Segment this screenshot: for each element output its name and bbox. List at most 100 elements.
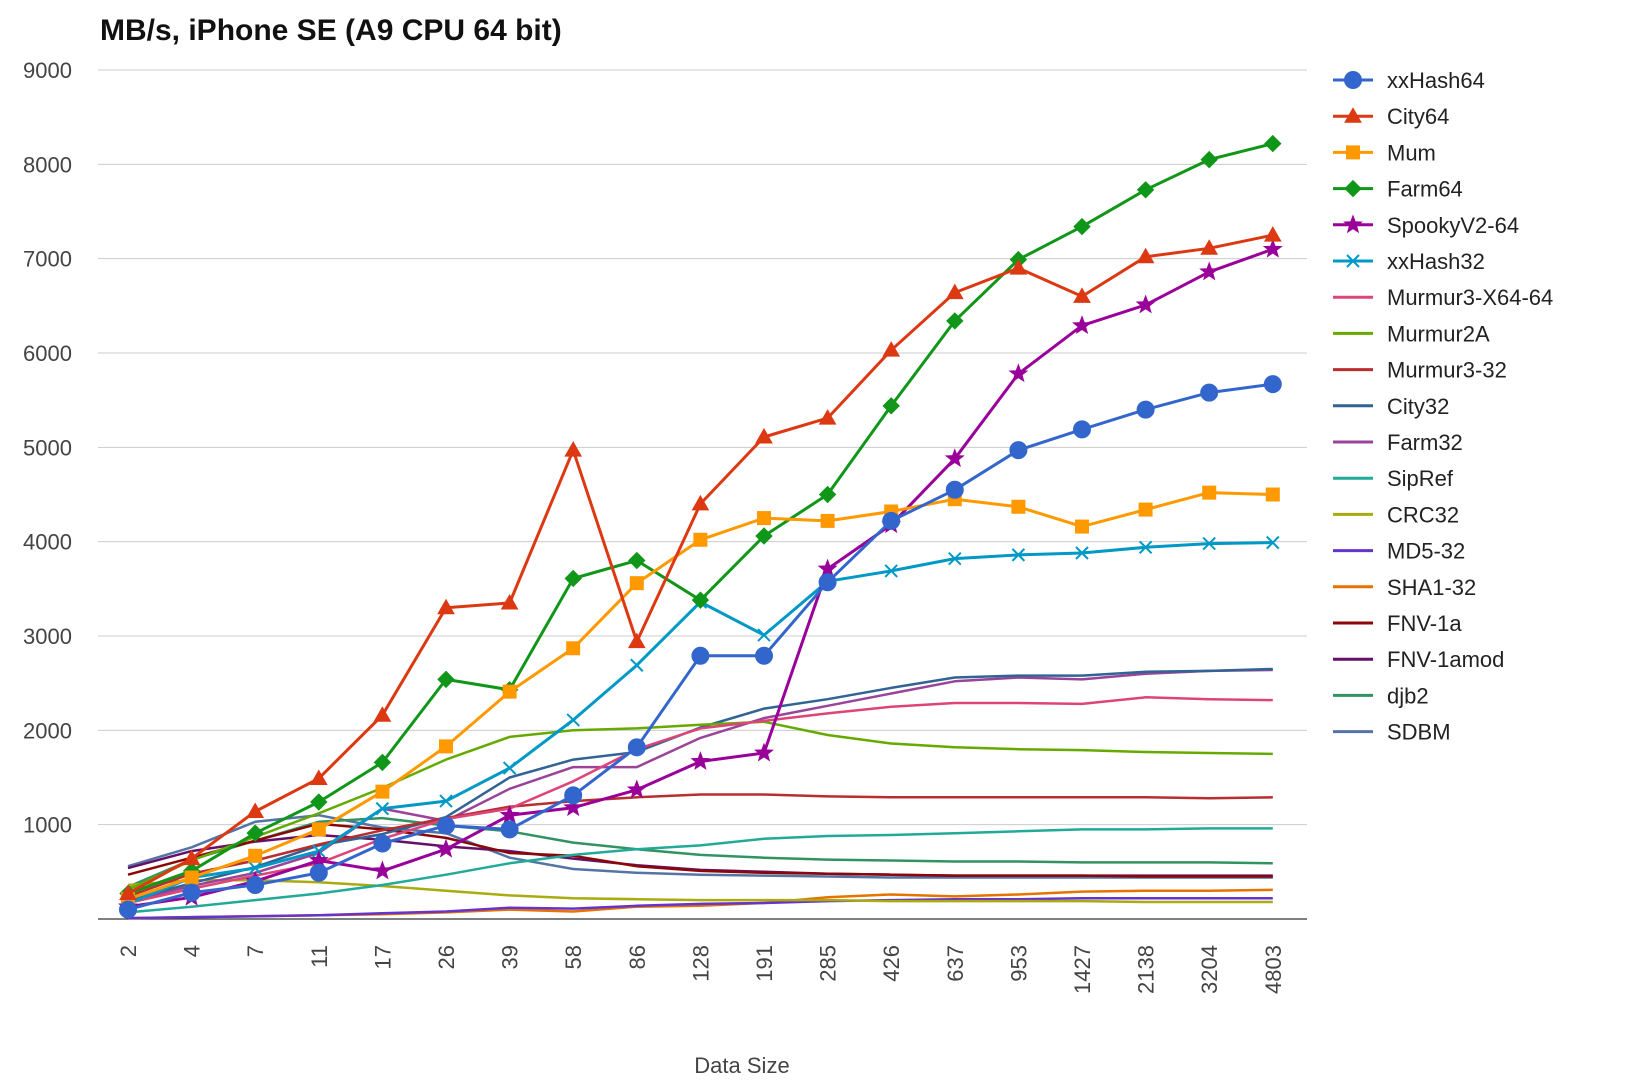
data-point-mum bbox=[1265, 487, 1280, 502]
data-point-xxhash64 bbox=[309, 863, 328, 882]
legend-label: xxHash32 bbox=[1387, 249, 1485, 274]
series-xxhash64 bbox=[119, 375, 1282, 919]
series-line-mum bbox=[127, 491, 1273, 901]
x-tick-label: 3204 bbox=[1197, 945, 1222, 994]
legend-marker bbox=[1346, 145, 1360, 160]
grid-layer bbox=[98, 69, 1307, 920]
y-tick-label: 9000 bbox=[23, 58, 72, 83]
data-point-spookyv2-64 bbox=[372, 860, 393, 880]
data-point-spookyv2-64 bbox=[1262, 238, 1283, 258]
x-axis-label: Data Size bbox=[694, 1053, 789, 1078]
data-point-mum bbox=[1075, 519, 1089, 534]
legend-item-fnv-1a: FNV-1a bbox=[1333, 611, 1462, 636]
data-point-xxhash32 bbox=[1266, 535, 1280, 550]
legend-item-city64: City64 bbox=[1333, 104, 1449, 129]
legend-label: Farm64 bbox=[1387, 177, 1463, 202]
x-tick-label: 191 bbox=[752, 945, 777, 982]
data-point-xxhash64 bbox=[627, 738, 646, 757]
data-point-mum bbox=[693, 532, 708, 547]
data-point-farm64 bbox=[628, 551, 646, 570]
x-tick-label: 58 bbox=[561, 945, 586, 969]
series-sipref bbox=[127, 827, 1273, 914]
data-point-xxhash64 bbox=[818, 573, 837, 592]
x-tick-label: 86 bbox=[625, 945, 650, 969]
data-point-city64 bbox=[1136, 247, 1155, 264]
data-point-city64 bbox=[309, 769, 328, 785]
legend-item-xxhash64: xxHash64 bbox=[1333, 68, 1485, 93]
data-point-xxhash32 bbox=[757, 628, 771, 642]
data-point-xxhash64 bbox=[945, 480, 964, 499]
legend-item-city32: City32 bbox=[1333, 394, 1449, 419]
data-point-spookyv2-64 bbox=[1135, 294, 1156, 314]
y-tick-label: 5000 bbox=[23, 435, 72, 460]
series-line-spookyv2-64 bbox=[127, 247, 1274, 909]
x-tick-label: 2 bbox=[116, 945, 141, 957]
x-tick-label: 39 bbox=[498, 945, 523, 969]
data-point-city64 bbox=[500, 593, 519, 610]
data-point-spookyv2-64 bbox=[436, 838, 456, 858]
data-point-xxhash32 bbox=[1011, 548, 1026, 562]
x-tick-label: 426 bbox=[879, 945, 904, 982]
data-point-xxhash32 bbox=[630, 658, 644, 672]
data-point-spookyv2-64 bbox=[1072, 315, 1092, 335]
data-point-mum bbox=[566, 641, 581, 656]
series-djb2 bbox=[127, 816, 1273, 889]
x-tick-label: 7 bbox=[243, 945, 268, 957]
data-point-farm64 bbox=[691, 591, 710, 609]
data-point-city64 bbox=[437, 598, 455, 615]
legend-item-mum: Mum bbox=[1333, 140, 1436, 165]
data-point-xxhash64 bbox=[1073, 420, 1091, 439]
legend-label: SipRef bbox=[1387, 466, 1454, 491]
series-murmur3-32 bbox=[127, 793, 1273, 898]
data-point-farm64 bbox=[818, 485, 837, 504]
legend-label: Mum bbox=[1387, 140, 1436, 165]
legend-marker bbox=[1344, 179, 1362, 198]
data-point-mum bbox=[502, 684, 517, 699]
legend-label: Murmur3-32 bbox=[1387, 358, 1507, 383]
series-layer bbox=[118, 134, 1283, 920]
legend-label: FNV-1amod bbox=[1387, 647, 1504, 672]
y-tick-label: 6000 bbox=[23, 341, 72, 366]
data-point-xxhash32 bbox=[884, 564, 898, 578]
data-point-mum bbox=[820, 513, 835, 528]
data-point-mum bbox=[184, 870, 199, 885]
chart-title: MB/s, iPhone SE (A9 CPU 64 bit) bbox=[100, 14, 562, 47]
data-point-mum bbox=[439, 739, 453, 754]
data-point-city64 bbox=[119, 884, 137, 901]
data-point-farm64 bbox=[755, 527, 773, 545]
series-sdbm bbox=[127, 813, 1273, 879]
legend-label: SDBM bbox=[1387, 720, 1451, 745]
data-point-farm64 bbox=[564, 569, 582, 588]
y-axis: 1000 2000 3000 4000 5000 6000 7000 8000 9000 bbox=[23, 58, 72, 838]
data-point-xxhash64 bbox=[1200, 383, 1219, 402]
data-point-city64 bbox=[373, 706, 392, 722]
data-point-farm64 bbox=[946, 312, 964, 330]
data-point-spookyv2-64 bbox=[563, 797, 584, 817]
data-point-xxhash32 bbox=[566, 713, 580, 727]
legend-label: MD5-32 bbox=[1387, 539, 1465, 564]
data-point-mum bbox=[375, 784, 390, 799]
series-line-djb2 bbox=[127, 816, 1273, 889]
y-tick-label: 7000 bbox=[23, 247, 72, 272]
data-point-city64 bbox=[246, 802, 265, 818]
data-point-xxhash64 bbox=[755, 646, 773, 665]
legend-item-farm32: Farm32 bbox=[1333, 430, 1463, 455]
data-point-city64 bbox=[1073, 287, 1091, 303]
legend-label: SHA1-32 bbox=[1387, 575, 1476, 600]
x-tick-label: 637 bbox=[943, 945, 968, 982]
series-murmur2a bbox=[127, 720, 1273, 891]
y-tick-label: 2000 bbox=[23, 718, 72, 743]
y-tick-label: 3000 bbox=[23, 624, 72, 649]
data-point-mum bbox=[311, 822, 326, 837]
data-point-city64 bbox=[1200, 239, 1219, 255]
data-point-spookyv2-64 bbox=[1199, 261, 1220, 281]
data-point-xxhash32 bbox=[502, 761, 517, 775]
data-point-xxhash32 bbox=[948, 551, 962, 566]
data-point-spookyv2-64 bbox=[944, 448, 965, 468]
legend-item-murmur3-32: Murmur3-32 bbox=[1333, 358, 1507, 383]
data-point-spookyv2-64 bbox=[690, 751, 711, 770]
y-tick-label: 8000 bbox=[23, 152, 72, 177]
data-point-xxhash64 bbox=[373, 834, 392, 853]
data-point-xxhash64 bbox=[500, 820, 519, 839]
legend-item-crc32: CRC32 bbox=[1333, 502, 1459, 527]
